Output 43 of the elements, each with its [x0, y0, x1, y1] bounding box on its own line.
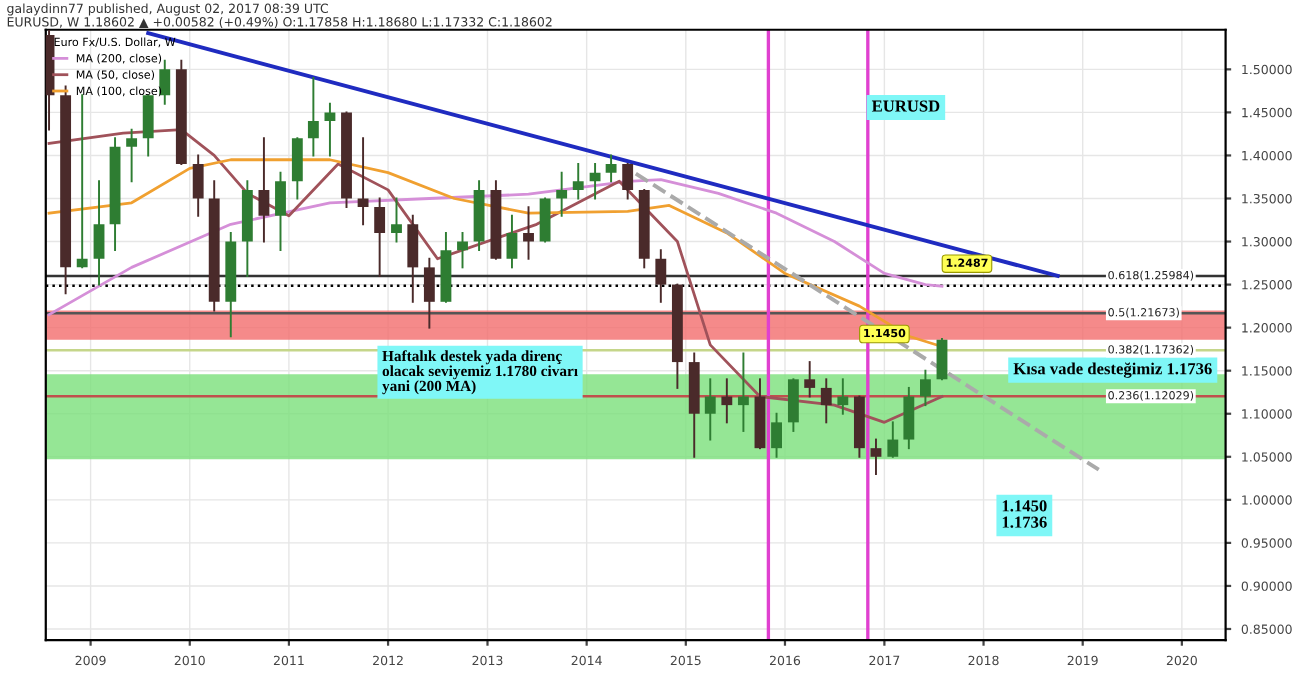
candlestick — [605, 154, 617, 183]
annotation: 1.1450 1.1736 — [1002, 500, 1047, 528]
candlestick — [787, 378, 799, 432]
candlestick — [275, 171, 286, 252]
candlestick — [423, 257, 435, 329]
candlestick — [192, 154, 204, 217]
candlestick — [721, 378, 733, 424]
candlestick — [870, 438, 882, 475]
candlestick — [539, 197, 551, 243]
candlestick — [291, 137, 303, 200]
candlestick — [887, 421, 899, 458]
candlestick — [655, 249, 667, 303]
candlestick — [407, 214, 419, 303]
candlestick — [374, 197, 386, 277]
annotation: EURUSD — [871, 100, 940, 112]
candlestick — [804, 361, 816, 398]
candlestick — [903, 386, 915, 450]
line-series — [47, 128, 944, 424]
candlestick — [457, 231, 468, 269]
candlestick — [357, 137, 369, 226]
candlestick — [506, 214, 518, 269]
candlestick — [258, 137, 270, 243]
annotation: Kısa vade desteğimiz 1.1736 — [1013, 362, 1212, 378]
candlestick — [771, 412, 782, 458]
candlestick — [324, 102, 336, 157]
candlestick — [622, 163, 634, 200]
candlestick — [837, 378, 849, 415]
candlestick — [589, 163, 601, 200]
candlestick — [572, 163, 584, 200]
candlestick — [704, 378, 716, 441]
candlestick — [556, 171, 568, 217]
candlestick — [523, 206, 534, 260]
candlestick — [307, 76, 319, 157]
candlestick — [93, 180, 105, 286]
candlestick — [919, 369, 931, 407]
candlestick — [142, 94, 154, 157]
candlestick — [737, 352, 749, 432]
candlestick — [76, 94, 88, 269]
candlestick — [159, 59, 171, 105]
candlestick — [820, 378, 832, 424]
candlestick — [936, 338, 948, 381]
candlestick — [126, 128, 138, 183]
candlestick — [391, 197, 402, 243]
